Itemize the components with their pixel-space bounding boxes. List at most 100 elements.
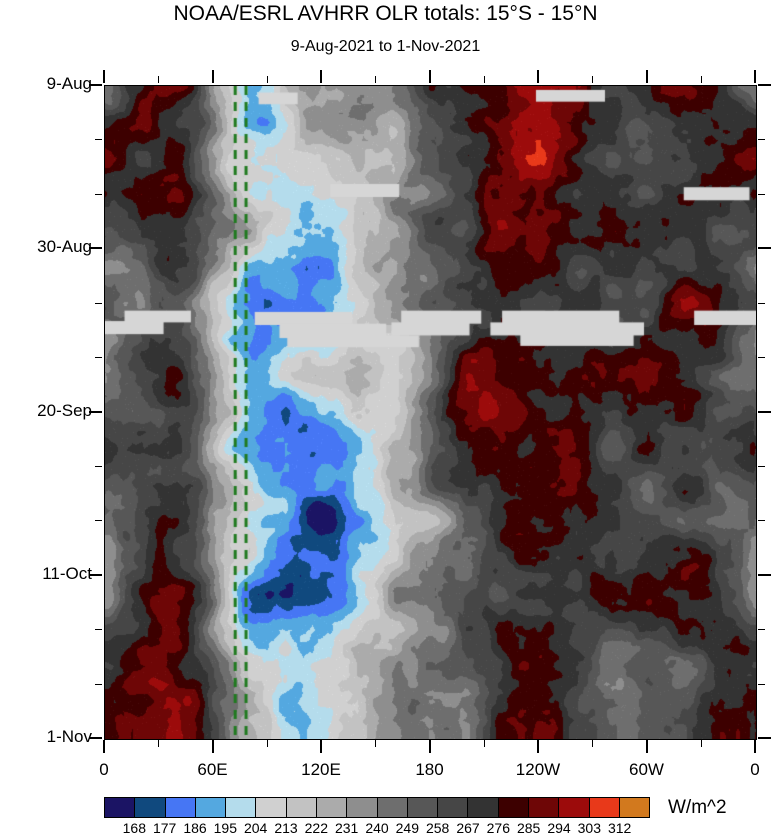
colorbar-swatch bbox=[226, 798, 257, 817]
x-axis-tick-label: 60W bbox=[629, 760, 664, 779]
y-axis-major-tick bbox=[89, 573, 102, 576]
colorbar-swatch bbox=[407, 798, 439, 817]
x-axis-tick-label: 180 bbox=[415, 760, 444, 779]
x-axis-major-tick-top bbox=[428, 70, 431, 83]
colorbar-swatch bbox=[468, 798, 499, 817]
x-axis-major-tick-top bbox=[320, 70, 322, 83]
colorbar-swatch bbox=[256, 798, 287, 817]
colorbar-tick-label: 294 bbox=[547, 820, 571, 836]
x-axis-major-tick-top bbox=[645, 70, 648, 83]
y-axis-minor-tick bbox=[95, 139, 102, 141]
x-axis-minor-tick bbox=[700, 740, 702, 747]
y-axis-tick-label: 30-Aug bbox=[37, 237, 92, 257]
x-axis-minor-tick-top bbox=[700, 76, 702, 83]
colorbar-tick-label: 231 bbox=[334, 820, 359, 836]
colorbar-swatch bbox=[559, 798, 590, 817]
colorbar-tick-label: 276 bbox=[486, 820, 510, 836]
x-axis-major-tick-top bbox=[211, 70, 214, 83]
x-axis-major-tick bbox=[320, 740, 322, 753]
y-axis-minor-tick bbox=[95, 193, 102, 195]
x-axis-minor-tick bbox=[158, 740, 160, 747]
colorbar-tick-label: 195 bbox=[213, 820, 237, 836]
colorbar-swatch bbox=[438, 798, 469, 817]
x-axis-major-tick bbox=[428, 740, 431, 753]
x-axis-minor-tick bbox=[266, 740, 268, 747]
colorbar-tick-label: 249 bbox=[395, 820, 419, 836]
olr-field-canvas bbox=[105, 86, 756, 739]
x-axis-major-tick-top bbox=[537, 70, 539, 83]
colorbar-swatch bbox=[498, 798, 529, 817]
colorbar-swatch bbox=[316, 798, 348, 817]
y-axis-minor-tick bbox=[95, 465, 102, 467]
colorbar-swatch bbox=[619, 798, 650, 817]
y-axis-major-tick-right bbox=[758, 737, 771, 739]
colorbar-swatch bbox=[165, 798, 196, 817]
y-axis-major-tick-right bbox=[758, 410, 771, 413]
y-axis-tick-label: 9-Aug bbox=[46, 74, 92, 93]
colorbar-swatch bbox=[589, 798, 620, 817]
x-axis-major-tick bbox=[211, 740, 214, 753]
x-axis-tick-label: 0 bbox=[750, 760, 760, 779]
hovmoller-plot-area bbox=[104, 85, 757, 740]
y-axis-minor-tick-right bbox=[758, 357, 765, 359]
y-axis-major-tick-right bbox=[758, 573, 771, 576]
x-axis-major-tick-top bbox=[103, 70, 105, 83]
x-axis-minor-tick-top bbox=[375, 76, 377, 83]
x-axis-tick-label: 120E bbox=[301, 760, 341, 779]
y-axis-major-tick-right bbox=[758, 247, 771, 250]
y-axis-minor-tick bbox=[95, 357, 102, 359]
y-axis-minor-tick-right bbox=[758, 139, 765, 141]
colorbar-tick-label: 204 bbox=[243, 820, 268, 836]
y-axis-major-tick bbox=[89, 84, 102, 86]
y-axis-minor-tick-right bbox=[758, 193, 765, 195]
colorbar-tick-label: 222 bbox=[304, 820, 328, 836]
y-axis-major-tick-right bbox=[758, 84, 771, 86]
x-axis-tick-label: 120W bbox=[515, 760, 561, 779]
y-axis-minor-tick-right bbox=[758, 520, 765, 522]
colorbar-swatches bbox=[104, 797, 650, 818]
colorbar-swatch bbox=[377, 798, 408, 817]
colorbar-tick-label: 267 bbox=[456, 820, 480, 836]
colorbar-tick-label: 285 bbox=[516, 820, 541, 836]
y-axis-minor-tick bbox=[95, 302, 102, 304]
x-axis-major-tick bbox=[103, 740, 105, 753]
colorbar-swatch bbox=[347, 798, 378, 817]
x-axis-minor-tick bbox=[483, 740, 485, 747]
x-axis-tick-label: 60E bbox=[197, 760, 228, 779]
colorbar-tick-label: 258 bbox=[425, 820, 450, 836]
y-axis-tick-label: 20-Sep bbox=[37, 400, 92, 420]
y-axis-minor-tick bbox=[95, 683, 102, 685]
x-axis-minor-tick-top bbox=[483, 76, 485, 83]
colorbar-swatch bbox=[195, 798, 227, 817]
y-axis-tick-label: 1-Nov bbox=[46, 727, 92, 746]
x-axis-minor-tick-top bbox=[592, 76, 594, 83]
colorbar-tick-label: 186 bbox=[183, 820, 207, 836]
colorbar-tick-label: 240 bbox=[365, 820, 389, 836]
colorbar bbox=[104, 797, 650, 818]
x-axis-minor-tick-top bbox=[158, 76, 160, 83]
y-axis-major-tick bbox=[89, 410, 102, 413]
colorbar-swatch bbox=[528, 798, 560, 817]
colorbar-tick-label: 312 bbox=[607, 820, 632, 836]
colorbar-swatch bbox=[286, 798, 317, 817]
colorbar-units-label: W/m^2 bbox=[668, 797, 727, 818]
y-axis-minor-tick bbox=[95, 520, 102, 522]
x-axis-minor-tick bbox=[375, 740, 377, 747]
x-axis-major-tick-top bbox=[754, 70, 756, 83]
x-axis-tick-label: 0 bbox=[99, 760, 109, 779]
y-axis-minor-tick-right bbox=[758, 683, 765, 685]
colorbar-tick-label: 213 bbox=[274, 820, 298, 836]
colorbar-swatch bbox=[105, 798, 136, 817]
colorbar-tick-label: 303 bbox=[577, 820, 601, 836]
y-axis-major-tick bbox=[89, 737, 102, 739]
y-axis-minor-tick bbox=[95, 629, 102, 631]
x-axis-major-tick bbox=[645, 740, 648, 753]
figure-subtitle: 9-Aug-2021 to 1-Nov-2021 bbox=[290, 38, 481, 55]
x-axis-major-tick bbox=[537, 740, 539, 753]
x-axis-minor-tick bbox=[592, 740, 594, 747]
colorbar-swatch bbox=[135, 798, 166, 817]
y-axis-major-tick bbox=[89, 247, 102, 250]
x-axis-major-tick bbox=[754, 740, 756, 753]
x-axis-minor-tick-top bbox=[266, 76, 268, 83]
